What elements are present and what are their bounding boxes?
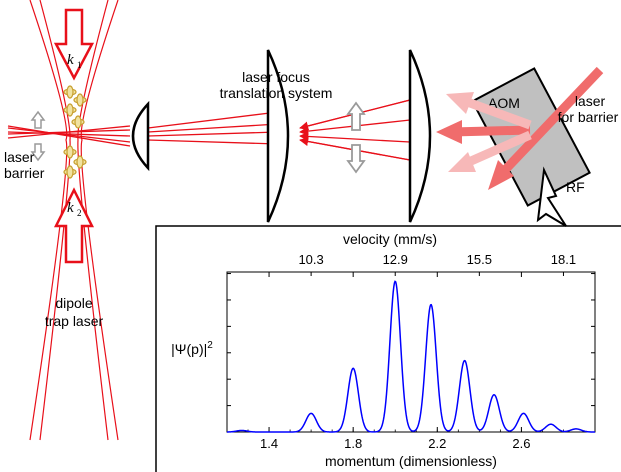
atom-icon (71, 115, 85, 129)
top-axis-label: velocity (mm/s) (343, 231, 437, 247)
x-tick-label: 2.2 (428, 436, 446, 451)
x-tick-label: 2.6 (512, 436, 530, 451)
k1-arrow: k 1 (53, 8, 95, 81)
top-tick-label: 10.3 (298, 252, 323, 267)
atom-icon (63, 103, 77, 117)
laser-barrier-line2: barrier (4, 165, 45, 181)
atom-icon (63, 85, 77, 99)
lens-plano-convex-right (408, 49, 432, 223)
x-tick-label: 1.8 (344, 436, 362, 451)
rf-label: RF (566, 179, 585, 195)
k2-label: k (67, 200, 74, 216)
top-tick-label: 15.5 (467, 252, 492, 267)
x-axis-label: momentum (dimensionless) (325, 453, 497, 469)
wavefunction-curve (226, 280, 596, 433)
dipole-label-line1: dipole (55, 295, 93, 311)
top-tick-labels: 10.3 12.9 15.5 18.1 (298, 252, 576, 267)
bottom-tick-labels: 1.4 1.8 2.2 2.6 (260, 436, 530, 451)
focus-label-line1: laser focus (242, 69, 310, 85)
lens-plano-convex-middle (266, 49, 290, 223)
laser-barrier-line1: laser (4, 149, 35, 165)
top-tick-label: 12.9 (383, 252, 408, 267)
translation-arrows (346, 101, 366, 174)
k1-subscript: 1 (77, 60, 82, 70)
laser-for-barrier-line2: for barrier (558, 109, 619, 125)
atom-icon (63, 165, 77, 179)
plot-area (226, 271, 596, 433)
axis-ticks (227, 272, 595, 432)
barrier-shift-arrow-small (30, 110, 46, 162)
atom-icon (73, 93, 87, 107)
focus-label-line2: translation system (220, 85, 333, 101)
top-tick-label: 18.1 (551, 252, 576, 267)
dipole-label-line2: trap laser (45, 313, 104, 329)
k2-subscript: 2 (77, 208, 82, 218)
diffracted-beams (436, 66, 604, 190)
inset-frame (155, 225, 621, 472)
aom-label: AOM (488, 95, 520, 111)
atom-icon (73, 155, 87, 169)
x-tick-label: 1.4 (260, 436, 278, 451)
laser-for-barrier-line1: laser (575, 93, 606, 109)
y-axis-label: |Ψ(p)|2 (171, 340, 213, 357)
k2-arrow: k 2 (53, 187, 95, 264)
lens-plano-convex-left (131, 100, 150, 172)
k1-label: k (67, 52, 74, 68)
atom-cloud (63, 85, 87, 179)
inset-chart: velocity (mm/s) 10.3 12.9 15.5 18.1 1.4 1.8 2… (155, 225, 621, 472)
atom-icon (63, 145, 77, 159)
